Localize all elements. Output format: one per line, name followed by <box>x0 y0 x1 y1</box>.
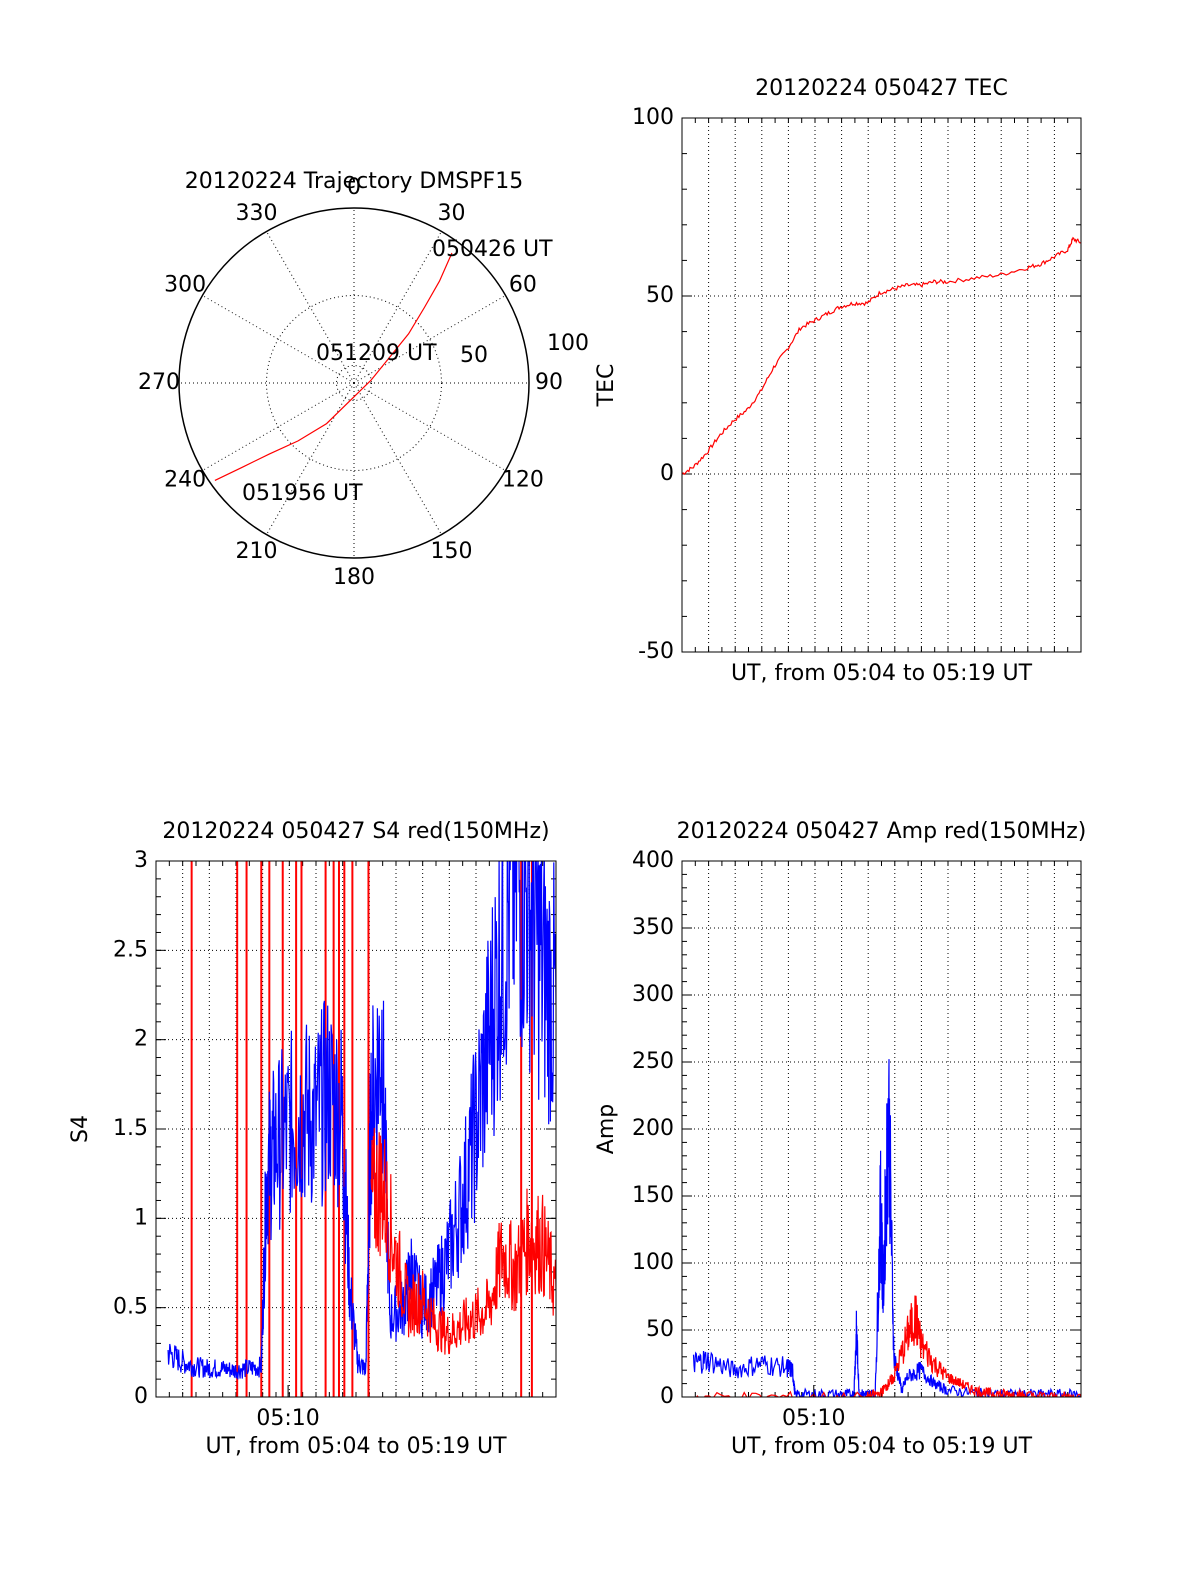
amp-plot: 0 50 100 150 200 250 300 350 400 05:10 20120224 05… <box>594 819 1086 1459</box>
y-axis-label: S4 <box>68 1115 93 1143</box>
y-tick-label: 2 <box>134 1027 148 1052</box>
x-axis-label: UT, from 05:04 to 05:19 UT <box>205 1434 507 1459</box>
plot-area <box>682 236 1081 476</box>
trajectory-closest-label: 051209 UT <box>316 341 437 366</box>
y-tick-label: 2.5 <box>113 937 148 962</box>
polar-angle-label: 300 <box>164 273 206 298</box>
polar-angle-label: 270 <box>138 370 180 395</box>
polar-angle-label: 30 <box>438 201 466 226</box>
trajectory-end-label: 051956 UT <box>242 481 363 506</box>
polar-angle-label: 120 <box>502 468 544 493</box>
polar-grid-circle <box>266 295 442 471</box>
x-axis-label: UT, from 05:04 to 05:19 UT <box>731 661 1033 686</box>
s4-plot: 0 0.5 1 1.5 2 2.5 3 05:10 20120224 050427 S4 red… <box>68 819 557 1459</box>
series-line-1 <box>695 1295 1081 1397</box>
polar-radial-label: 100 <box>547 331 589 356</box>
y-axis-label: Amp <box>594 1104 619 1154</box>
y-tick-label: 300 <box>632 982 674 1007</box>
y-tick-label: 400 <box>632 848 674 873</box>
tec-plot: -50 0 50 100 20120224 050427 TEC UT, from 05:… <box>594 76 1082 686</box>
y-tick-label: 1 <box>134 1205 148 1230</box>
y-tick-label: 200 <box>632 1116 674 1141</box>
y-tick-label: 0.5 <box>113 1295 148 1320</box>
polar-spoke <box>353 295 506 384</box>
polar-grid-circle <box>336 365 372 401</box>
polar-angle-label: 330 <box>236 201 278 226</box>
trajectory-line <box>214 252 453 481</box>
chart-title: 20120224 050427 Amp red(150MHz) <box>677 819 1087 844</box>
polar-angle-label: 180 <box>333 565 375 590</box>
polar-spoke <box>353 382 442 535</box>
polar-angle-label: 240 <box>164 468 206 493</box>
y-tick-label: 0 <box>660 461 674 486</box>
y-tick-label: 3 <box>134 848 148 873</box>
y-axis-label: TEC <box>594 364 619 408</box>
y-tick-label: 150 <box>632 1183 674 1208</box>
polar-angle-label: 210 <box>236 539 278 564</box>
y-tick-label: 0 <box>134 1384 148 1409</box>
plot-frame <box>681 117 1082 653</box>
series-line-1 <box>370 1127 556 1355</box>
series-line-0 <box>692 1059 1081 1397</box>
x-tick-label: 05:10 <box>782 1406 845 1431</box>
trajectory-polar-plot: 0 30 60 90 120 150 180 210 240 270 300 330 50 100 0504… <box>138 169 589 590</box>
y-tick-label: 100 <box>632 1250 674 1275</box>
polar-angle-label: 150 <box>431 539 473 564</box>
polar-spoke <box>266 382 355 535</box>
polar-outer-circle <box>178 207 530 559</box>
polar-spoke <box>353 382 506 471</box>
plot-area <box>167 861 556 1397</box>
chart-title: 20120224 Trajectory DMSPF15 <box>185 169 523 194</box>
y-tick-label: 1.5 <box>113 1116 148 1141</box>
y-tick-label: 0 <box>660 1384 674 1409</box>
trajectory-start-label: 050426 UT <box>432 237 553 262</box>
chart-title: 20120224 050427 S4 red(150MHz) <box>162 819 549 844</box>
polar-angle-label: 0 <box>347 175 361 200</box>
series-line-0 <box>682 236 1081 476</box>
chart-title: 20120224 050427 TEC <box>755 76 1008 101</box>
y-tick-label: 350 <box>632 915 674 940</box>
polar-radial-label: 50 <box>460 343 488 368</box>
y-tick-label: 50 <box>646 283 674 308</box>
y-tick-label: 50 <box>646 1317 674 1342</box>
plot-frame <box>155 860 557 1398</box>
plot-area <box>692 1059 1081 1397</box>
y-tick-label: 250 <box>632 1049 674 1074</box>
x-tick-label: 05:10 <box>256 1406 319 1431</box>
polar-angle-label: 90 <box>535 370 563 395</box>
y-tick-label: -50 <box>638 639 674 664</box>
series-line-0 <box>167 861 556 1380</box>
polar-angle-label: 60 <box>509 273 537 298</box>
y-tick-label: 100 <box>632 105 674 130</box>
x-axis-label: UT, from 05:04 to 05:19 UT <box>731 1434 1033 1459</box>
plot-frame <box>681 860 1082 1398</box>
